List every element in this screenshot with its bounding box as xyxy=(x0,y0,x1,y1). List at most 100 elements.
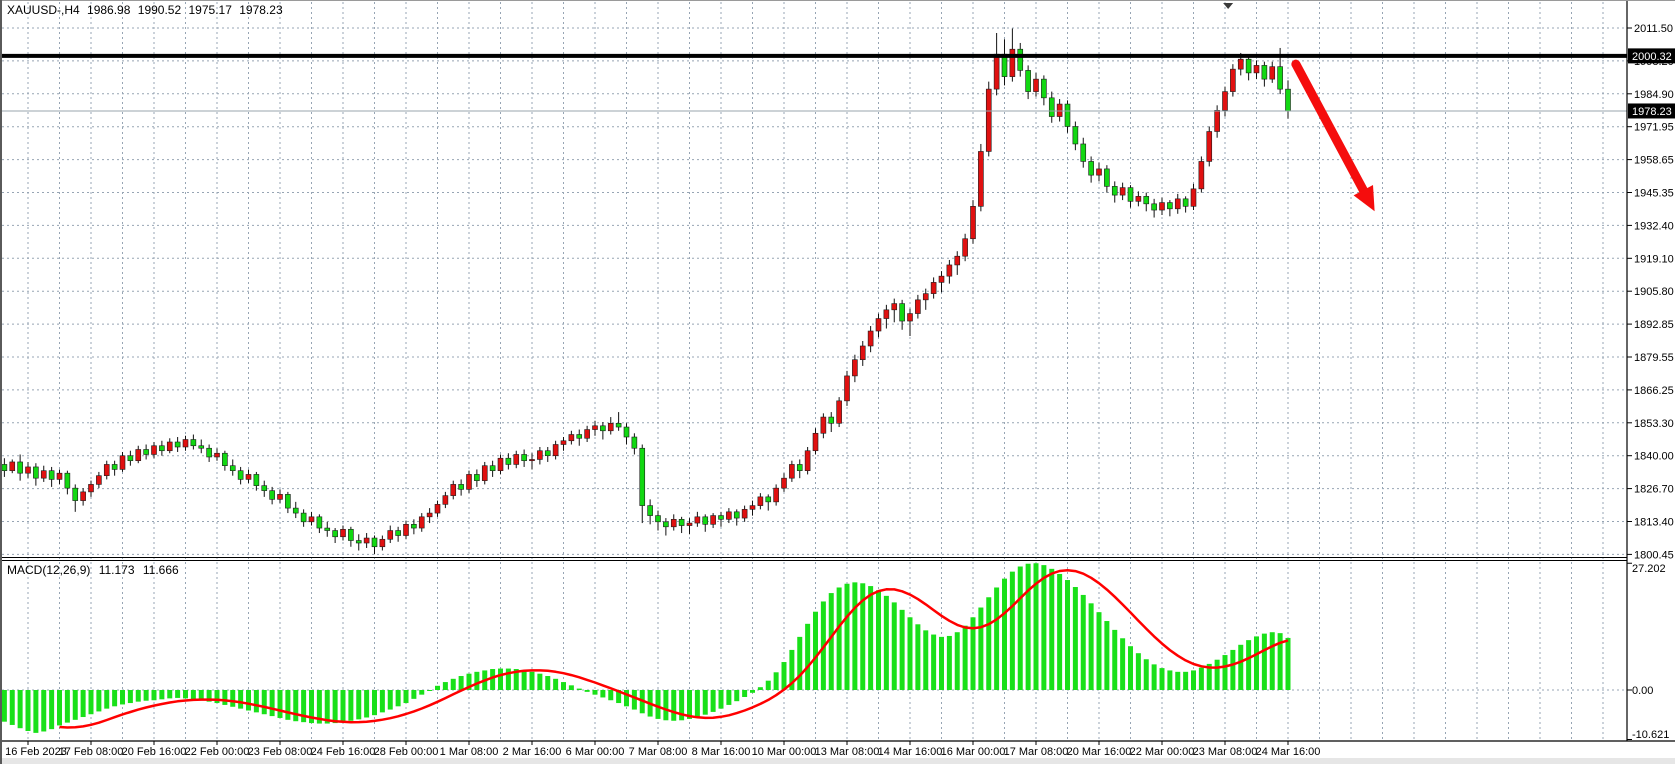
bear-candle-body xyxy=(623,426,630,438)
macd-histogram-bar xyxy=(49,690,55,730)
horizontal-level-line[interactable] xyxy=(2,53,1627,58)
bear-candle-body xyxy=(316,516,323,529)
macd-histogram-bar xyxy=(899,609,905,690)
macd-histogram-bar xyxy=(773,672,779,690)
macd-histogram-bar xyxy=(805,623,811,690)
macd-histogram-bar xyxy=(1104,621,1110,690)
macd-histogram-bar xyxy=(143,690,149,701)
macd-histogram-bar xyxy=(253,690,259,713)
trend-arrow-shaft[interactable] xyxy=(1291,59,1368,195)
macd-histogram-bar xyxy=(1159,668,1165,690)
bull-candle-body xyxy=(1214,110,1220,132)
bull-candle-body xyxy=(993,53,1000,90)
bear-candle-body xyxy=(269,490,275,500)
macd-histogram-bar xyxy=(269,690,275,717)
macd-histogram-bar xyxy=(1033,563,1039,690)
macd-histogram-bar xyxy=(387,690,393,710)
macd-histogram-bar xyxy=(435,685,440,690)
bull-candle-body xyxy=(670,519,677,528)
macd-histogram-bar xyxy=(734,690,740,702)
bear-candle-body xyxy=(159,445,165,452)
macd-histogram-bar xyxy=(340,690,346,723)
bar-close-value: 1978.23 xyxy=(239,3,283,17)
macd-histogram-bar xyxy=(277,690,283,718)
time-axis-label: 8 Mar 16:00 xyxy=(692,746,751,758)
macd-histogram-bar xyxy=(576,688,582,690)
chart-shift-marker-icon[interactable] xyxy=(1223,3,1234,9)
price-axis-label: 1853.30 xyxy=(1634,418,1674,430)
bull-candle-body xyxy=(340,528,346,538)
macd-histogram-bar xyxy=(1238,644,1244,690)
time-axis-label: 24 Feb 16:00 xyxy=(311,746,376,758)
bull-candle-body xyxy=(450,484,457,496)
macd-histogram-bar xyxy=(702,690,708,715)
bull-candle-body xyxy=(1096,168,1102,176)
macd-histogram-bar xyxy=(923,630,929,690)
macd-histogram-bar xyxy=(954,632,960,690)
macd-histogram-bar xyxy=(663,690,669,721)
macd-histogram-bar xyxy=(513,669,519,690)
macd-histogram-bar xyxy=(127,690,133,704)
bull-candle-body xyxy=(859,345,866,361)
bear-candle-body xyxy=(72,487,79,501)
bear-candle-body xyxy=(1088,161,1094,176)
price-axis-label: 1945.35 xyxy=(1634,188,1674,200)
macd-histogram-bar xyxy=(868,586,874,690)
macd-histogram-bar xyxy=(372,690,377,716)
macd-histogram-bar xyxy=(442,682,448,690)
macd-histogram-bar xyxy=(1080,594,1086,690)
macd-histogram-bar xyxy=(568,685,574,690)
bear-candle-body xyxy=(300,512,307,523)
macd-histogram-bar xyxy=(592,690,598,695)
macd-histogram-bar xyxy=(1269,632,1275,690)
macd-histogram-bar xyxy=(994,587,1000,690)
bull-candle-body xyxy=(789,464,795,479)
macd-histogram-bar xyxy=(17,690,23,729)
bear-candle-body xyxy=(411,524,417,529)
bull-candle-body xyxy=(867,330,874,347)
bear-candle-body xyxy=(198,445,205,449)
time-axis-label: 7 Mar 08:00 xyxy=(629,746,688,758)
macd-histogram-bar xyxy=(190,690,196,700)
bull-candle-body xyxy=(418,516,425,529)
price-axis-label: 1840.00 xyxy=(1634,451,1674,463)
time-axis-label: 20 Feb 16:00 xyxy=(122,746,187,758)
bull-candle-body xyxy=(1206,131,1213,162)
macd-histogram-bar xyxy=(411,690,417,699)
macd-histogram-bar xyxy=(1002,578,1007,690)
time-axis-label: 17 Feb 08:00 xyxy=(59,746,124,758)
macd-histogram-bar xyxy=(1072,587,1078,690)
macd-histogram-bar xyxy=(175,690,181,698)
macd-histogram-bar xyxy=(332,690,338,724)
bull-candle-body xyxy=(25,466,31,474)
bear-candle-body xyxy=(17,461,23,474)
bull-candle-body xyxy=(40,470,47,479)
macd-histogram-bar xyxy=(694,690,700,718)
macd-histogram-bar xyxy=(1230,649,1236,690)
macd-histogram-bar xyxy=(466,673,472,690)
price-axis-label: 1905.80 xyxy=(1634,286,1674,298)
bear-candle-body xyxy=(324,527,331,531)
bear-candle-body xyxy=(576,434,583,439)
bull-candle-body xyxy=(1237,58,1244,70)
bull-candle-body xyxy=(836,400,842,424)
trend-arrow-head[interactable] xyxy=(1353,184,1375,212)
bull-candle-body xyxy=(938,275,945,283)
time-axis-label: 16 Feb 2023 xyxy=(5,746,67,758)
window-top-edge xyxy=(0,0,1675,1)
macd-histogram-bar xyxy=(765,680,771,690)
price-axis-label: 1971.95 xyxy=(1634,122,1674,134)
bull-candle-body xyxy=(1269,66,1276,80)
macd-histogram-bar xyxy=(600,690,606,698)
bear-candle-body xyxy=(899,303,905,322)
price-axis-label: 1866.25 xyxy=(1634,385,1674,397)
bull-candle-body xyxy=(749,505,756,510)
macd-histogram-bar xyxy=(883,595,889,690)
macd-histogram-bar xyxy=(521,670,527,690)
macd-histogram-bar xyxy=(364,690,370,718)
price-axis-label: 1984.90 xyxy=(1634,89,1674,101)
bull-candle-body xyxy=(135,449,142,462)
bull-candle-body xyxy=(954,255,961,266)
macd-histogram-bar xyxy=(1009,571,1015,690)
